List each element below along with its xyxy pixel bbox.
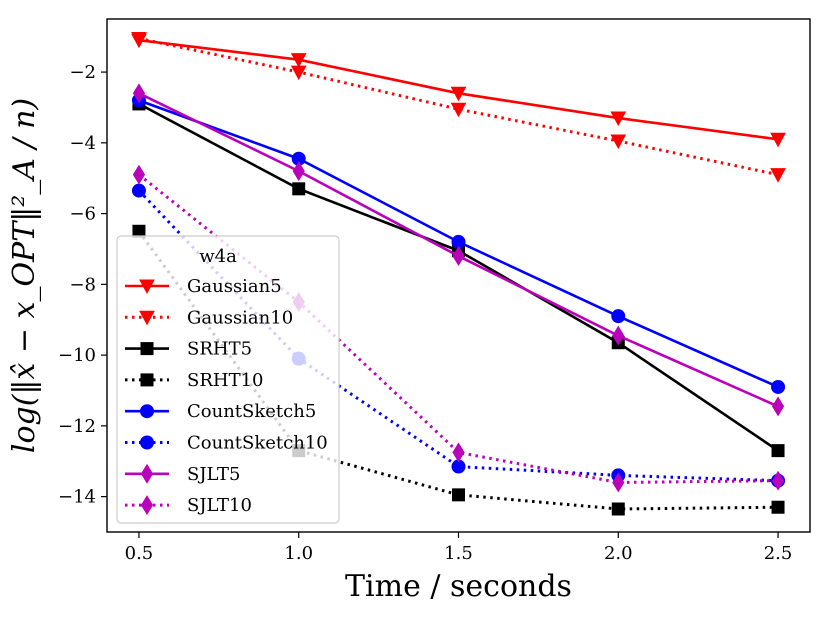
- legend-label-gaussian5: Gaussian5: [187, 276, 282, 297]
- legend-label-countsketch5: CountSketch5: [187, 401, 316, 422]
- data-point-gaussian10: [770, 168, 786, 183]
- legend: w4a Gaussian5 Gaussian10 SRHT5 SRHT10 CountSk…: [116, 235, 340, 524]
- x-tick-label: 2.0: [604, 543, 633, 564]
- data-point-gaussian5: [290, 53, 307, 68]
- data-point-sjlt5: [292, 161, 305, 182]
- series-gaussian5: [131, 33, 786, 148]
- data-point-sjlt5: [452, 246, 465, 267]
- x-tick-label: 2.5: [764, 543, 793, 564]
- data-point-sjlt10: [771, 470, 785, 491]
- data-point-gaussian10: [610, 134, 627, 150]
- y-tick-label: −2: [69, 62, 96, 83]
- legend-label-srht5: SRHT5: [187, 339, 252, 360]
- legend-item-srht5: SRHT5: [125, 339, 252, 360]
- series-gaussian10: [131, 31, 786, 183]
- data-point-sjlt5: [612, 325, 625, 346]
- data-point-srht10: [771, 500, 785, 514]
- y-axis-label: log(‖x̂ − x_OPT‖²_A / n): [7, 98, 42, 453]
- legend-marker-sjlt10: [140, 495, 154, 516]
- legend-item-gaussian10: Gaussian10: [125, 307, 293, 328]
- x-tick-label: 1.0: [284, 543, 313, 564]
- y-tick-label: −12: [58, 416, 96, 437]
- legend-marker-sjlt5: [140, 463, 154, 484]
- data-point-gaussian5: [770, 132, 786, 148]
- data-point-srht5: [292, 182, 306, 196]
- legend-item-sjlt10: SJLT10: [125, 495, 252, 516]
- y-tick-label: −4: [69, 133, 96, 154]
- data-point-gaussian5: [450, 86, 467, 102]
- data-point-gaussian10: [131, 31, 147, 47]
- legend-marker-gaussian10: [139, 310, 155, 326]
- data-point-sjlt10: [132, 164, 146, 185]
- x-tick-label: 0.5: [125, 543, 154, 564]
- y-tick-label: −8: [69, 274, 96, 295]
- legend-marker-srht5: [140, 342, 154, 356]
- legend-label-sjlt10: SJLT10: [187, 495, 252, 516]
- legend-marker-srht10: [140, 373, 154, 387]
- data-point-srht5: [771, 444, 785, 458]
- series-countsketch5: [131, 93, 786, 394]
- x-axis-label: Time / seconds: [345, 569, 572, 604]
- legend-item-gaussian5: Gaussian5: [125, 276, 282, 297]
- data-point-gaussian10: [450, 102, 467, 118]
- x-tick-label: 1.5: [444, 543, 473, 564]
- series-sjlt5: [132, 83, 785, 417]
- y-tick-label: −6: [69, 204, 96, 225]
- data-point-srht10: [611, 502, 625, 516]
- ticks-layer: 0.5 1.0 1.5 2.0 2.5 −2 −4 −6 −8 −10 −12 −14: [58, 62, 792, 564]
- legend-title: w4a: [199, 246, 237, 267]
- data-point-countsketch5: [611, 309, 626, 324]
- legend-label-sjlt5: SJLT5: [187, 464, 241, 485]
- data-point-sjlt10: [452, 442, 465, 463]
- legend-item-srht10: SRHT10: [125, 370, 264, 391]
- legend-label-gaussian10: Gaussian10: [187, 307, 293, 328]
- data-point-sjlt5: [132, 83, 146, 104]
- legend-item-countsketch10: CountSketch10: [125, 433, 328, 454]
- legend-marker-countsketch10: [140, 435, 154, 450]
- data-point-gaussian5: [610, 111, 627, 127]
- y-tick-label: −10: [58, 345, 96, 366]
- legend-box: [116, 235, 340, 524]
- legend-marker-gaussian5: [139, 279, 155, 295]
- data-point-sjlt5: [771, 396, 785, 417]
- data-point-srht10: [452, 488, 465, 502]
- data-point-countsketch5: [771, 379, 786, 394]
- legend-label-srht10: SRHT10: [187, 370, 264, 391]
- legend-label-countsketch10: CountSketch10: [187, 433, 328, 454]
- y-tick-label: −14: [58, 487, 96, 508]
- data-point-sjlt10: [612, 472, 625, 493]
- data-point-countsketch10: [131, 183, 146, 198]
- data-point-gaussian10: [290, 65, 307, 81]
- legend-item-countsketch5: CountSketch5: [125, 401, 316, 422]
- legend-item-sjlt5: SJLT5: [125, 464, 241, 485]
- legend-marker-countsketch5: [140, 404, 154, 419]
